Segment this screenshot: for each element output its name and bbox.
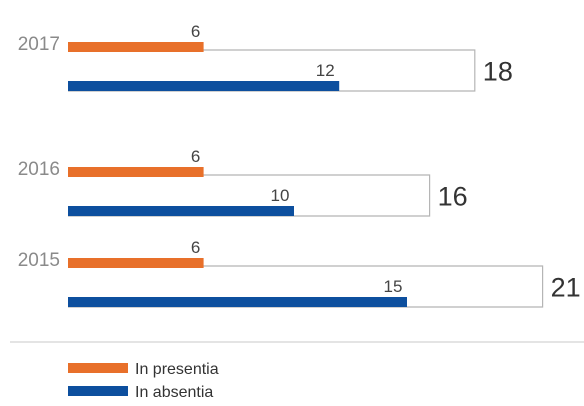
legend-swatch [68,386,128,396]
data-label: 6 [191,238,200,257]
data-label: 6 [191,22,200,41]
bar-in-absentia [68,206,294,216]
data-label: 15 [384,277,403,296]
bar-in-presentia [68,167,204,177]
bar-in-absentia [68,81,340,91]
data-label: 6 [191,147,200,166]
legend-label: In absentia [135,384,213,401]
data-label: 12 [316,61,335,80]
legend-swatch [68,363,128,373]
category-label: 2015 [18,250,60,271]
bar-in-presentia [68,258,204,268]
data-label: 10 [271,186,290,205]
category-label: 2017 [18,34,60,55]
total-label: 16 [438,182,468,212]
bar-in-presentia [68,42,204,52]
bar-in-absentia [68,297,407,307]
category-label: 2016 [18,159,60,180]
total-label: 18 [483,57,513,87]
legend-label: In presentia [135,361,219,378]
total-label: 21 [551,273,581,303]
